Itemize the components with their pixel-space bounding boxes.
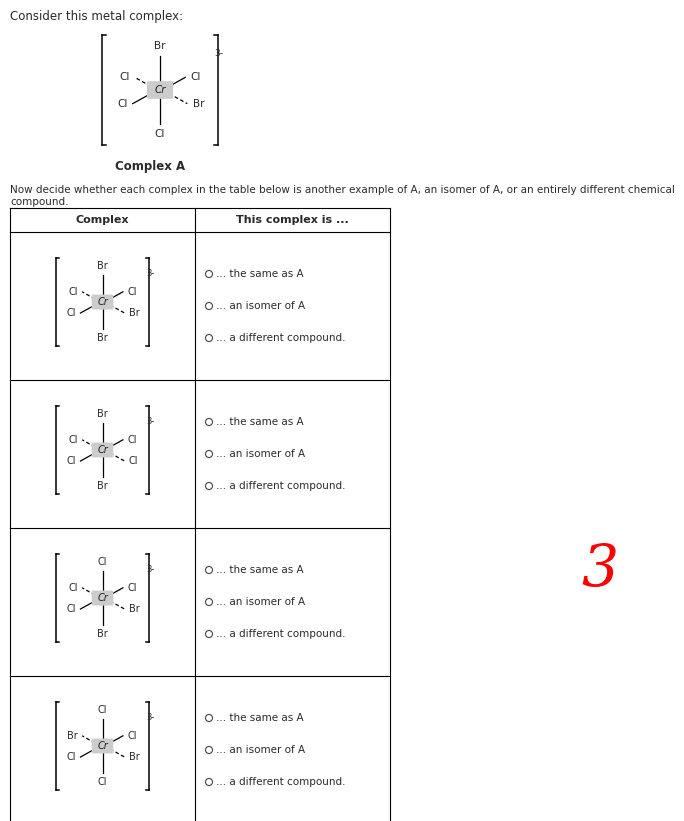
Text: ... an isomer of A: ... an isomer of A [216,449,305,459]
Text: ... a different compound.: ... a different compound. [216,481,345,491]
Text: ... an isomer of A: ... an isomer of A [216,745,305,755]
FancyBboxPatch shape [92,295,114,310]
Text: ... the same as A: ... the same as A [216,713,304,723]
Text: ... an isomer of A: ... an isomer of A [216,597,305,607]
Text: Br: Br [67,731,78,741]
Circle shape [205,334,213,342]
Text: Br: Br [129,308,140,318]
Text: 3-: 3- [146,268,155,277]
Text: Cl: Cl [98,777,107,787]
Text: Cl: Cl [98,557,107,566]
Text: Cl: Cl [68,287,78,297]
Text: 3-: 3- [146,565,155,574]
Text: ... the same as A: ... the same as A [216,565,304,575]
Text: Br: Br [129,752,140,762]
Text: 3: 3 [581,542,618,599]
Text: Br: Br [97,260,108,271]
Text: ... the same as A: ... the same as A [216,417,304,427]
Text: Cr: Cr [97,593,108,603]
Text: Cr: Cr [97,741,108,751]
Text: ... a different compound.: ... a different compound. [216,629,345,639]
Text: Br: Br [97,630,108,640]
FancyBboxPatch shape [92,443,114,457]
Text: Br: Br [97,333,108,343]
Text: Cl: Cl [66,752,76,762]
Text: Cl: Cl [66,308,76,318]
Text: Cl: Cl [66,456,76,466]
Text: 3-: 3- [146,416,155,425]
Circle shape [205,483,213,489]
Circle shape [205,631,213,637]
Text: Cl: Cl [117,99,127,108]
Text: Cl: Cl [66,604,76,614]
Text: Now decide whether each complex in the table below is another example of A, an i: Now decide whether each complex in the t… [10,185,675,207]
Circle shape [205,599,213,606]
Text: Consider this metal complex:: Consider this metal complex: [10,10,183,23]
Text: Cr: Cr [155,85,166,95]
Text: ... an isomer of A: ... an isomer of A [216,301,305,311]
Text: Br: Br [97,481,108,492]
Text: Cl: Cl [127,731,137,741]
Text: Br: Br [129,604,140,614]
Circle shape [205,302,213,310]
Text: Complex A: Complex A [115,160,185,173]
Circle shape [205,746,213,754]
Circle shape [205,270,213,277]
Circle shape [205,419,213,425]
Text: Complex: Complex [76,215,129,225]
Text: Cl: Cl [98,704,107,714]
Text: Cl: Cl [155,129,166,139]
Text: ... the same as A: ... the same as A [216,269,304,279]
Text: Cl: Cl [68,583,78,593]
Text: Br: Br [97,409,108,419]
Text: Cr: Cr [97,445,108,455]
Text: This complex is ...: This complex is ... [236,215,349,225]
Circle shape [205,566,213,574]
Text: Cl: Cl [119,72,129,82]
Text: ... a different compound.: ... a different compound. [216,777,345,787]
Text: Cl: Cl [127,287,137,297]
Text: 3-: 3- [215,49,224,58]
FancyBboxPatch shape [92,590,114,605]
FancyBboxPatch shape [147,81,173,99]
Text: Cl: Cl [127,583,137,593]
Text: Cl: Cl [68,435,78,445]
FancyBboxPatch shape [92,739,114,754]
Text: Cl: Cl [129,456,138,466]
Circle shape [205,714,213,722]
Text: Br: Br [193,99,204,108]
Text: Cl: Cl [190,72,201,82]
Text: Cr: Cr [97,297,108,307]
Text: Cl: Cl [127,435,137,445]
Text: Br: Br [155,41,166,51]
Text: ... a different compound.: ... a different compound. [216,333,345,343]
Text: 3-: 3- [146,713,155,722]
Circle shape [205,778,213,786]
Circle shape [205,451,213,457]
